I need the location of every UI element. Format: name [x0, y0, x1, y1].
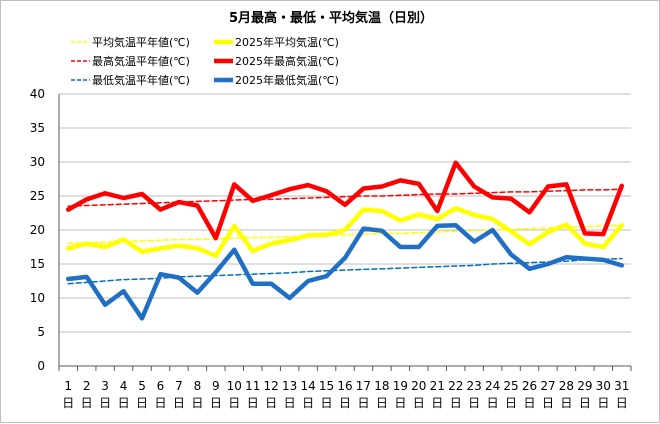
- x-tick-unit-17: 日: [357, 396, 369, 410]
- x-tick-label-8: 8: [194, 379, 202, 393]
- x-tick-unit-15: 日: [321, 396, 333, 410]
- series-line-5: [67, 257, 623, 285]
- x-tick-label-4: 4: [120, 379, 128, 393]
- x-tick-unit-26: 日: [524, 396, 536, 410]
- x-tick-unit-14: 日: [302, 396, 314, 410]
- x-tick-label-10: 10: [227, 379, 242, 393]
- y-tick-label-40: 40: [30, 87, 45, 101]
- y-tick-label-20: 20: [30, 223, 45, 237]
- x-tick-unit-8: 日: [191, 396, 203, 410]
- x-tick-unit-16: 日: [339, 396, 351, 410]
- x-tick-label-21: 21: [430, 379, 445, 393]
- x-tick-label-30: 30: [596, 379, 611, 393]
- x-tick-unit-29: 日: [579, 396, 591, 410]
- series-line-2: [65, 205, 625, 259]
- x-tick-unit-7: 日: [173, 396, 185, 410]
- x-tick-label-28: 28: [559, 379, 574, 393]
- legend-label-3: 最高気温平年値(℃): [92, 54, 190, 68]
- x-tick-label-19: 19: [393, 379, 408, 393]
- legend-label-4: 2025年最高気温(℃): [235, 54, 339, 68]
- x-tick-label-11: 11: [245, 379, 260, 393]
- x-tick-unit-2: 日: [81, 396, 93, 410]
- x-tick-unit-25: 日: [505, 396, 517, 410]
- y-tick-label-30: 30: [30, 155, 45, 169]
- x-tick-label-18: 18: [374, 379, 389, 393]
- legend-label-5: 最低気温平年値(℃): [92, 73, 190, 87]
- x-tick-label-15: 15: [319, 379, 334, 393]
- y-tick-label-25: 25: [30, 189, 45, 203]
- x-tick-label-7: 7: [175, 379, 183, 393]
- x-tick-label-24: 24: [485, 379, 500, 393]
- legend-label-6: 2025年最低気温(℃): [235, 73, 339, 87]
- x-tick-label-20: 20: [411, 379, 426, 393]
- chart-title: 5月最高・最低・平均気温（日別）: [229, 10, 433, 26]
- x-tick-label-25: 25: [503, 379, 518, 393]
- x-tick-unit-20: 日: [413, 396, 425, 410]
- x-tick-unit-21: 日: [431, 396, 443, 410]
- x-tick-unit-19: 日: [394, 396, 406, 410]
- x-tick-unit-27: 日: [542, 396, 554, 410]
- x-tick-unit-24: 日: [487, 396, 499, 410]
- x-tick-unit-28: 日: [560, 396, 572, 410]
- y-tick-label-10: 10: [30, 291, 45, 305]
- y-tick-label-0: 0: [37, 359, 45, 373]
- x-tick-label-26: 26: [522, 379, 537, 393]
- legend-label-1: 平均気温平年値(℃): [92, 35, 190, 49]
- x-tick-unit-11: 日: [247, 396, 259, 410]
- x-tick-unit-5: 日: [136, 396, 148, 410]
- y-tick-label-15: 15: [30, 257, 45, 271]
- y-tick-label-35: 35: [30, 121, 45, 135]
- x-axis: 1日2日3日4日5日6日7日8日9日10日11日12日13日14日15日16日1…: [58, 366, 632, 410]
- x-tick-label-5: 5: [138, 379, 146, 393]
- y-axis: 0 5 10 15 20 25 30 35 40: [30, 87, 60, 373]
- x-tick-label-23: 23: [467, 379, 482, 393]
- y-tick-label-5: 5: [37, 325, 45, 339]
- x-tick-label-1: 1: [64, 379, 72, 393]
- series-layer: [65, 160, 625, 321]
- legend: 平均気温平年値(℃) 2025年平均気温(℃) 最高気温平年値(℃) 2025年最高気…: [71, 35, 339, 87]
- x-tick-unit-23: 日: [468, 396, 480, 410]
- legend-label-2: 2025年平均気温(℃): [235, 35, 339, 49]
- x-tick-label-2: 2: [83, 379, 91, 393]
- x-tick-unit-6: 日: [154, 396, 166, 410]
- x-tick-unit-10: 日: [228, 396, 240, 410]
- gridlines: [59, 93, 631, 367]
- x-tick-label-14: 14: [300, 379, 315, 393]
- x-tick-label-22: 22: [448, 379, 463, 393]
- series-line-6: [65, 222, 625, 321]
- x-tick-label-12: 12: [264, 379, 279, 393]
- series-line-1: [67, 224, 623, 245]
- x-tick-unit-9: 日: [210, 396, 222, 410]
- x-tick-unit-3: 日: [99, 396, 111, 410]
- x-tick-unit-30: 日: [597, 396, 609, 410]
- x-tick-label-13: 13: [282, 379, 297, 393]
- x-tick-label-27: 27: [540, 379, 555, 393]
- x-tick-unit-13: 日: [284, 396, 296, 410]
- x-tick-label-9: 9: [212, 379, 220, 393]
- x-tick-unit-12: 日: [265, 396, 277, 410]
- x-tick-label-3: 3: [101, 379, 109, 393]
- x-tick-unit-31: 日: [616, 396, 628, 410]
- x-tick-label-31: 31: [614, 379, 629, 393]
- x-tick-label-17: 17: [356, 379, 371, 393]
- x-tick-label-16: 16: [337, 379, 352, 393]
- x-tick-label-6: 6: [157, 379, 165, 393]
- series-line-3: [67, 188, 623, 207]
- x-tick-unit-1: 日: [62, 396, 74, 410]
- x-tick-unit-18: 日: [376, 396, 388, 410]
- x-tick-label-29: 29: [577, 379, 592, 393]
- x-tick-unit-22: 日: [450, 396, 462, 410]
- series-line-4: [65, 160, 625, 241]
- x-tick-unit-4: 日: [118, 396, 130, 410]
